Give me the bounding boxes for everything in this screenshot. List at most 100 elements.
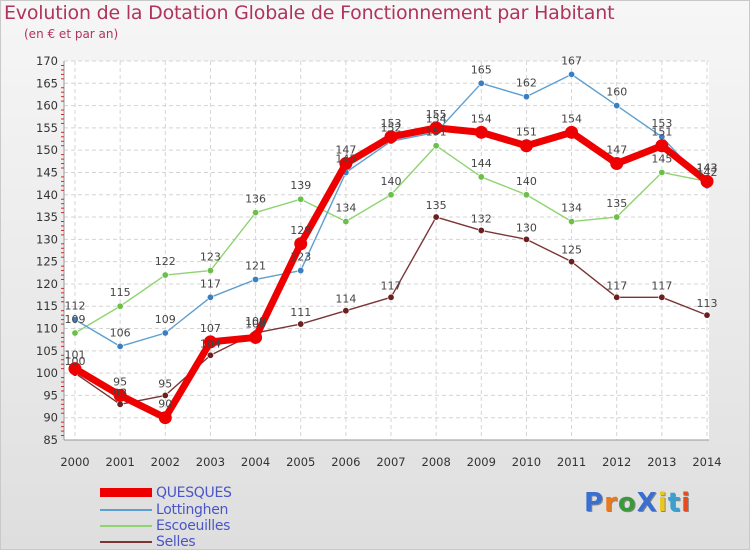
x-tick-label: 2002 <box>151 455 180 469</box>
data-label-selles: 130 <box>516 221 537 234</box>
y-tick-label: 115 <box>36 299 58 313</box>
data-label-escoeuilles: 139 <box>290 179 311 192</box>
y-tick-label: 95 <box>43 388 58 402</box>
data-label-selles: 114 <box>335 293 356 306</box>
data-point-quesques <box>339 157 353 171</box>
data-label-selles: 117 <box>606 279 627 292</box>
legend-swatch <box>100 540 152 543</box>
data-label-lottinghen: 160 <box>606 86 627 99</box>
data-label-escoeuilles: 115 <box>110 286 131 299</box>
data-point-quesques <box>249 330 263 344</box>
data-label-quesques: 90 <box>158 398 172 411</box>
data-label-escoeuilles: 140 <box>516 175 537 188</box>
y-tick-label: 160 <box>36 99 58 113</box>
data-point-quesques <box>158 411 172 425</box>
data-point-escoeuilles <box>568 218 576 226</box>
data-point-lottinghen <box>522 93 530 101</box>
data-label-lottinghen: 153 <box>651 117 672 130</box>
x-tick-label: 2001 <box>106 455 135 469</box>
data-label-escoeuilles: 109 <box>65 313 86 326</box>
y-tick-label: 85 <box>43 433 58 447</box>
data-point-selles <box>703 311 711 319</box>
x-tick-label: 2009 <box>467 455 496 469</box>
data-label-selles: 109 <box>245 315 266 328</box>
data-label-selles: 135 <box>426 199 447 212</box>
data-point-escoeuilles <box>432 142 440 150</box>
data-label-selles: 113 <box>697 297 718 310</box>
data-label-escoeuilles: 134 <box>561 202 582 215</box>
legend-item-quesques: QUESQUES <box>100 484 232 501</box>
data-label-lottinghen: 109 <box>155 313 176 326</box>
plot-area <box>64 61 709 440</box>
data-label-escoeuilles: 143 <box>697 161 718 174</box>
data-label-quesques: 129 <box>290 224 311 237</box>
data-point-quesques <box>474 125 488 139</box>
data-point-selles <box>342 307 350 315</box>
legend-label: QUESQUES <box>156 484 232 501</box>
data-label-selles: 104 <box>200 337 221 350</box>
y-tick-label: 125 <box>36 255 58 269</box>
data-point-lottinghen <box>161 329 169 337</box>
data-label-lottinghen: 162 <box>516 77 537 90</box>
data-label-lottinghen: 145 <box>335 152 356 165</box>
y-tick-label: 90 <box>43 411 58 425</box>
data-point-quesques <box>610 157 624 171</box>
data-label-escoeuilles: 123 <box>200 251 221 264</box>
data-point-selles <box>477 226 485 234</box>
y-tick-label: 155 <box>36 121 58 135</box>
data-label-quesques: 155 <box>426 108 447 121</box>
data-label-selles: 100 <box>65 355 86 368</box>
data-point-quesques <box>68 362 82 376</box>
data-point-escoeuilles <box>71 329 79 337</box>
data-point-lottinghen <box>71 316 79 324</box>
data-point-lottinghen <box>252 275 260 283</box>
x-tick-label: 2008 <box>422 455 451 469</box>
data-point-escoeuilles <box>342 218 350 226</box>
legend-label: Escoeuilles <box>156 517 231 534</box>
data-point-escoeuilles <box>522 191 530 199</box>
y-tick-label: 105 <box>36 344 58 358</box>
x-tick-label: 2007 <box>376 455 405 469</box>
data-point-quesques <box>565 125 579 139</box>
y-tick-label: 100 <box>36 366 58 380</box>
data-label-quesques: 107 <box>200 322 221 335</box>
data-point-lottinghen <box>613 102 621 110</box>
data-point-selles <box>522 235 530 243</box>
data-label-selles: 111 <box>290 306 311 319</box>
y-tick-label: 140 <box>36 188 58 202</box>
data-point-quesques <box>294 237 308 251</box>
data-label-quesques: 154 <box>471 112 492 125</box>
data-label-quesques: 151 <box>651 126 672 139</box>
data-point-escoeuilles <box>477 173 485 181</box>
x-tick-label: 2013 <box>647 455 676 469</box>
data-point-selles <box>613 293 621 301</box>
legend-label: Lottinghen <box>156 501 229 518</box>
y-tick-label: 145 <box>36 165 58 179</box>
legend-item-lottinghen: Lottinghen <box>100 501 228 518</box>
data-label-quesques: 147 <box>606 144 627 157</box>
data-label-lottinghen: 121 <box>245 259 266 272</box>
data-label-selles: 132 <box>471 212 492 225</box>
data-label-escoeuilles: 140 <box>381 175 402 188</box>
legend-swatch <box>100 524 152 527</box>
data-label-lottinghen: 152 <box>381 121 402 134</box>
data-label-selles: 125 <box>561 244 582 257</box>
data-label-quesques: 151 <box>516 126 537 139</box>
data-point-quesques <box>203 335 217 349</box>
data-point-selles <box>658 293 666 301</box>
data-label-quesques: 147 <box>335 144 356 157</box>
data-point-selles <box>161 391 169 399</box>
y-tick-label: 150 <box>36 143 58 157</box>
x-tick-label: 2005 <box>286 455 315 469</box>
data-label-selles: 117 <box>381 279 402 292</box>
data-point-escoeuilles <box>658 168 666 176</box>
data-label-selles: 117 <box>651 279 672 292</box>
data-label-lottinghen: 112 <box>65 300 86 313</box>
x-tick-label: 2011 <box>557 455 586 469</box>
x-tick-label: 2014 <box>692 455 721 469</box>
data-point-quesques <box>113 388 127 402</box>
x-tick-label: 2000 <box>60 455 89 469</box>
y-tick-label: 130 <box>36 232 58 246</box>
legend-item-escoeuilles: Escoeuilles <box>100 517 230 534</box>
